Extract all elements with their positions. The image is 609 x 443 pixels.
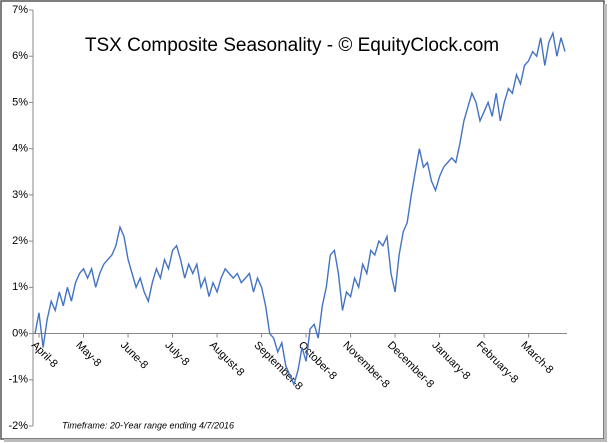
- chart-title: TSX Composite Seasonality - © EquityCloc…: [85, 35, 499, 56]
- y-tick-label: 7%: [12, 4, 28, 16]
- y-tick-label: 3%: [12, 189, 28, 201]
- y-tick-label: 6%: [12, 50, 28, 62]
- y-tick-label: -1%: [8, 374, 28, 386]
- footnote: Timeframe: 20-Year range ending 4/7/2016: [62, 420, 234, 430]
- shadow: [604, 4, 607, 441]
- y-tick-label: -2%: [8, 420, 28, 432]
- y-tick-label: 5%: [12, 96, 28, 108]
- line-series: [34, 30, 566, 387]
- y-tick-label: 0%: [12, 327, 28, 339]
- shadow: [4, 439, 607, 442]
- y-tick-label: 1%: [12, 281, 28, 293]
- y-tick-label: 4%: [12, 143, 28, 155]
- y-tick-label: 2%: [12, 235, 28, 247]
